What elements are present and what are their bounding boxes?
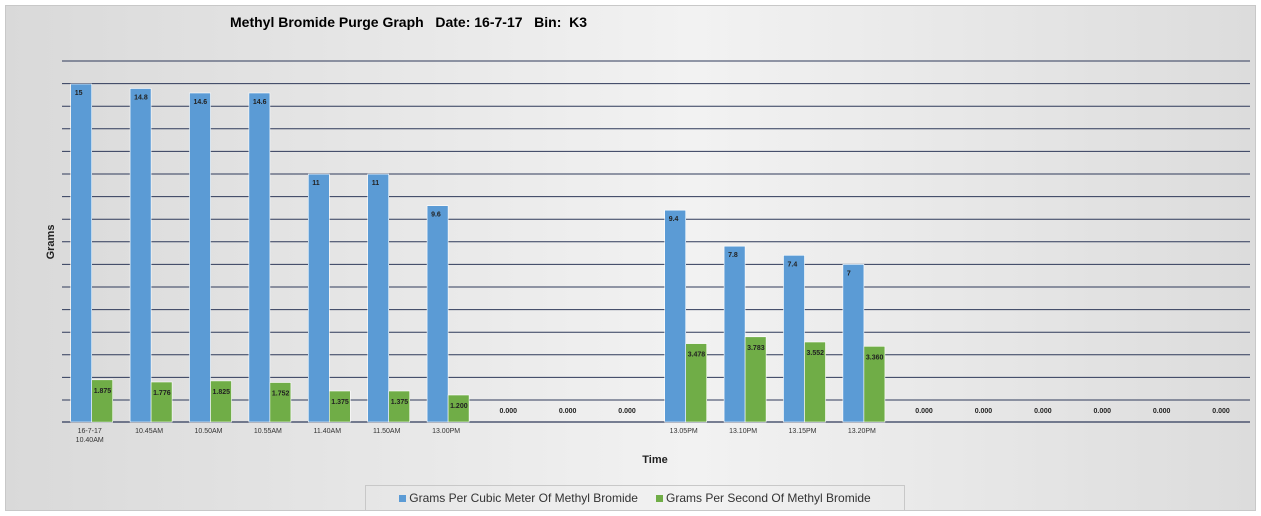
legend-swatch-series-2 [655, 494, 663, 502]
data-label-series-2: 1.375 [331, 399, 349, 406]
legend: Grams Per Cubic Meter Of Methyl Bromide … [365, 486, 905, 510]
legend-label-series-2: Grams Per Second Of Methyl Bromide [665, 491, 871, 505]
bar-series-1 [783, 255, 805, 423]
x-tick-label: 13.20PM [848, 428, 876, 435]
x-tick-label: 16-7-17 [78, 428, 102, 435]
x-tick-label: 11.40AM [314, 428, 342, 435]
legend-label-series-1: Grams Per Cubic Meter Of Methyl Bromide [409, 491, 638, 505]
bar-series-1 [70, 83, 92, 423]
bar-series-2 [685, 343, 708, 423]
x-tick-label: 10.45AM [135, 428, 163, 435]
x-tick-label: 11.50AM [373, 428, 401, 435]
bar-series-1 [723, 245, 746, 423]
bar-series-2 [269, 382, 292, 423]
data-label-series-1: 14.8 [134, 95, 148, 102]
data-label-series-2: 1.776 [153, 390, 171, 397]
data-label-series-2: 3.552 [807, 350, 825, 357]
data-label-series-1: 11 [372, 180, 380, 187]
data-label-series-2: 0.000 [975, 408, 993, 415]
data-label-series-1: 9.4 [669, 216, 679, 223]
legend-swatch-series-1 [399, 494, 407, 502]
data-label-series-1: 7.4 [788, 261, 798, 268]
x-tick-label: 13.15PM [788, 428, 816, 435]
x-axis-title: Time [642, 454, 667, 466]
legend-item-series-2: Grams Per Second Of Methyl Bromide [655, 491, 871, 505]
bar-series-1 [129, 88, 152, 423]
x-tick-label: 13.00PM [432, 428, 460, 435]
bar-series-2 [804, 341, 826, 423]
data-label-series-2: 0.000 [618, 408, 636, 415]
data-label-series-2: 1.200 [450, 403, 468, 410]
x-tick-label: 10.55AM [254, 428, 282, 435]
bar-series-2 [388, 390, 411, 423]
data-label-series-2: 3.783 [747, 345, 765, 352]
legend-item-series-1: Grams Per Cubic Meter Of Methyl Bromide [399, 491, 638, 505]
bar-series-1 [307, 173, 330, 423]
bar-series-2 [328, 390, 351, 423]
bar-series-1 [248, 92, 271, 423]
bar-series-1 [842, 263, 865, 423]
data-label-series-2: 0.000 [1153, 408, 1171, 415]
data-label-series-2: 0.000 [915, 408, 933, 415]
data-label-series-1: 7 [847, 270, 851, 277]
data-label-series-2: 3.478 [688, 352, 706, 359]
bar-series-1 [189, 92, 211, 423]
bar-series-2 [210, 380, 232, 423]
data-label-series-2: 0.000 [500, 408, 518, 415]
data-label-series-2: 0.000 [1212, 408, 1230, 415]
bar-series-2 [744, 336, 767, 423]
chart-title: Methyl Bromide Purge Graph Date: 16-7-17… [230, 14, 588, 30]
data-label-series-1: 9.6 [431, 212, 441, 219]
x-tick-label: 10.50AM [194, 428, 222, 435]
bar-series-2 [150, 381, 173, 423]
data-label-series-2: 0.000 [559, 408, 577, 415]
bar-series-2 [447, 394, 470, 423]
x-tick-label: 13.10PM [729, 428, 757, 435]
bar-series-2 [91, 379, 113, 423]
x-tick-label: 13.05PM [670, 428, 698, 435]
data-label-series-2: 0.000 [1094, 408, 1112, 415]
bar-series-1 [426, 205, 449, 423]
x-tick-label: 10.40AM [76, 437, 104, 444]
data-label-series-2: 0.000 [1034, 408, 1052, 415]
bar-series-2 [863, 345, 886, 423]
legend-frame [365, 485, 905, 511]
bar-series-1 [664, 209, 687, 423]
chart-area [5, 5, 1256, 511]
data-label-series-2: 1.825 [213, 389, 231, 396]
data-label-series-2: 1.752 [272, 391, 290, 398]
y-axis-title: Grams [45, 225, 57, 260]
data-label-series-2: 1.875 [94, 388, 112, 395]
data-label-series-2: 1.375 [391, 399, 409, 406]
data-label-series-1: 7.8 [728, 252, 738, 259]
bar-series-1 [367, 173, 390, 423]
data-label-series-1: 15 [75, 90, 83, 97]
data-label-series-2: 3.360 [866, 354, 884, 361]
data-label-series-1: 14.6 [253, 99, 267, 106]
data-label-series-1: 14.6 [194, 99, 208, 106]
data-label-series-1: 11 [312, 180, 320, 187]
